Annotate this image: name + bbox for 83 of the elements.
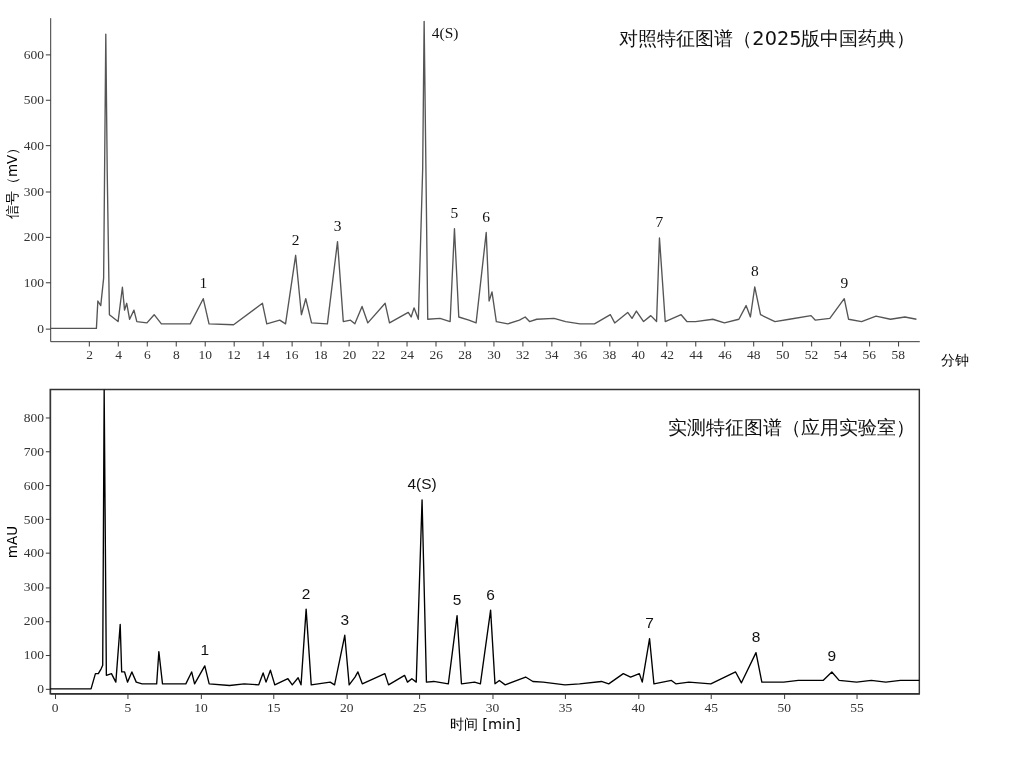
annotation: 2 [301, 584, 311, 602]
x-tick-label: 15 [267, 699, 281, 715]
x-tick-label: 22 [371, 347, 386, 363]
annotation: 1 [199, 274, 208, 292]
x-tick-label: 55 [850, 699, 865, 715]
x-tick-label: 38 [602, 347, 617, 363]
x-tick-label: 40 [631, 699, 646, 715]
y-tick-label: 200 [23, 613, 45, 629]
x-axis-title: 时间 [min] [449, 715, 521, 732]
y-tick-label: 300 [23, 579, 45, 595]
annotation: 5 [450, 204, 459, 222]
y-tick-label: 400 [23, 545, 45, 561]
x-tick-label: 34 [544, 347, 559, 363]
annotation: 6 [486, 585, 495, 603]
x-tick-label: 24 [400, 347, 415, 363]
y-tick-label: 800 [23, 409, 45, 425]
y-tick-label: 0 [37, 681, 45, 697]
text: 对照特征图谱（2025版中国药典） [619, 26, 916, 50]
x-tick-label: 0 [51, 699, 59, 715]
x-tick-label: 28 [458, 347, 473, 363]
annotation: 5 [452, 590, 462, 608]
x-tick-label: 54 [833, 347, 848, 363]
y-tick-label: 600 [23, 46, 45, 62]
x-tick-label: 46 [718, 347, 732, 363]
x-tick-label: 20 [342, 347, 357, 363]
y-tick-label: 100 [23, 647, 45, 663]
line-series [49, 389, 921, 690]
x-tick-label: 58 [891, 347, 906, 363]
x-tick-label: 10 [198, 347, 213, 363]
annotation: 7 [655, 213, 664, 231]
y-tick-label: 100 [23, 275, 45, 291]
x-tick-label: 50 [775, 347, 790, 363]
annotation: 9 [827, 647, 837, 665]
x-axis-title: 分钟 [941, 351, 970, 368]
y-tick-label: 500 [23, 92, 45, 108]
x-tick-label: 30 [485, 699, 500, 715]
x-tick-label: 35 [558, 699, 573, 715]
x-tick-label: 52 [804, 347, 819, 363]
annotation: 8 [751, 627, 761, 645]
x-tick-label: 20 [339, 699, 354, 715]
x-tick-label: 5 [124, 699, 132, 715]
x-tick-label: 25 [412, 699, 427, 715]
x-tick-label: 36 [573, 347, 588, 363]
y-axis-title: mAU [3, 525, 20, 559]
x-tick-label: 56 [862, 347, 877, 363]
y-tick-label: 600 [23, 477, 45, 493]
y-tick-label: 500 [23, 511, 45, 527]
x-tick-label: 18 [313, 347, 328, 363]
annotation: 6 [482, 207, 491, 225]
x-tick-label: 44 [689, 347, 704, 363]
x-tick-label: 32 [516, 347, 530, 363]
x-tick-label: 50 [777, 699, 792, 715]
y-tick-label: 200 [23, 229, 45, 245]
x-tick-label: 8 [172, 347, 180, 363]
y-axis-title: 信号（mV） [3, 140, 20, 220]
x-tick-label: 16 [285, 347, 299, 363]
x-tick-label: 12 [227, 347, 241, 363]
x-tick-label: 2 [86, 347, 94, 363]
annotation: 9 [840, 274, 849, 292]
annotation: 2 [291, 230, 300, 248]
x-tick-label: 14 [256, 347, 270, 363]
annotation: 4(S) [431, 23, 459, 42]
line-series [49, 20, 918, 330]
y-tick-label: 0 [37, 320, 45, 336]
x-tick-label: 30 [487, 347, 501, 363]
annotation: 3 [340, 610, 350, 628]
x-tick-label: 40 [631, 347, 646, 363]
x-tick-label: 10 [194, 699, 208, 715]
x-tick-label: 26 [429, 347, 444, 363]
text: 实测特征图谱（应用实验室） [668, 415, 916, 439]
y-tick-label: 700 [23, 443, 45, 459]
x-tick-label: 48 [747, 347, 761, 363]
annotation: 7 [645, 614, 654, 632]
annotation: 4(S) [407, 475, 437, 493]
annotation: 3 [333, 216, 342, 234]
x-tick-label: 45 [704, 699, 719, 715]
y-tick-label: 300 [23, 183, 45, 199]
y-tick-label: 400 [23, 137, 45, 153]
x-tick-label: 6 [144, 347, 152, 363]
x-tick-label: 42 [660, 347, 674, 363]
annotation: 8 [750, 262, 759, 280]
annotation: 1 [200, 641, 210, 659]
x-tick-label: 4 [115, 347, 123, 363]
